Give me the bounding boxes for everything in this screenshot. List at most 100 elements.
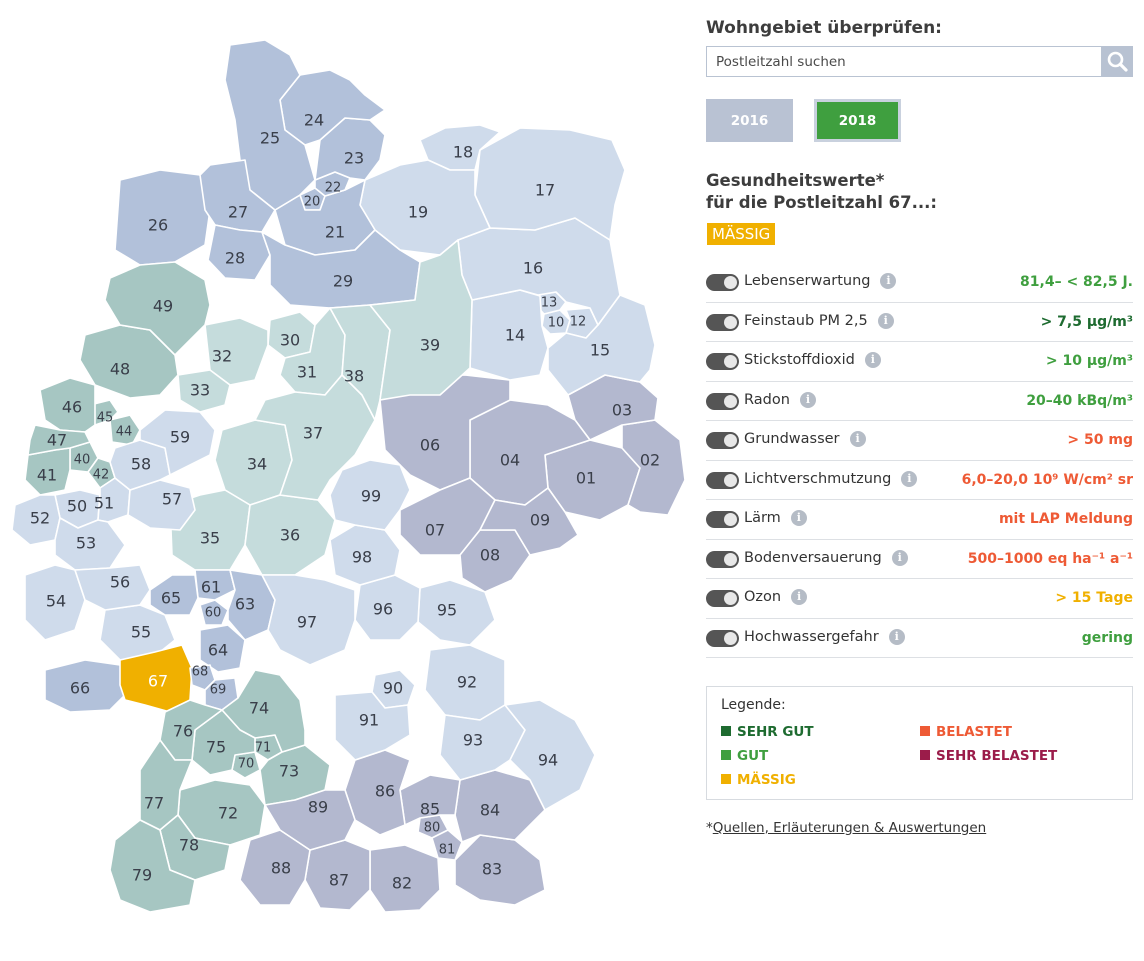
- region-26[interactable]: [114, 169, 211, 266]
- region-label-89: 89: [308, 798, 328, 817]
- metric-label: Grundwasser i: [744, 431, 866, 447]
- region-56[interactable]: [74, 564, 151, 611]
- footnote-asterisk: *: [706, 820, 713, 836]
- region-09[interactable]: [479, 487, 579, 556]
- region-label-79: 79: [132, 866, 152, 885]
- metric-label: Feinstaub PM 2,5 i: [744, 312, 894, 329]
- metric-row: Ozon i > 15 Tage: [706, 579, 1133, 619]
- region-89[interactable]: [264, 789, 356, 851]
- region-label-02: 02: [640, 451, 660, 470]
- metric-toggle[interactable]: [706, 550, 739, 568]
- region-39[interactable]: [369, 239, 473, 401]
- metric-value: 81,4– < 82,5 J.: [1020, 274, 1133, 290]
- legend-swatch: [920, 750, 930, 760]
- region-94[interactable]: [504, 699, 596, 811]
- region-85[interactable]: [399, 774, 461, 826]
- region-label-53: 53: [76, 534, 96, 553]
- region-label-69: 69: [210, 683, 227, 698]
- info-icon[interactable]: i: [864, 352, 881, 368]
- info-icon[interactable]: i: [880, 273, 897, 289]
- region-65[interactable]: [149, 574, 199, 616]
- metric-toggle[interactable]: [706, 353, 739, 370]
- region-91[interactable]: [334, 691, 411, 761]
- legend-swatch: [721, 774, 731, 784]
- region-label-51: 51: [94, 494, 114, 513]
- region-28[interactable]: [207, 224, 271, 281]
- region-25[interactable]: [224, 39, 316, 211]
- region-02[interactable]: [621, 419, 686, 516]
- region-66[interactable]: [44, 659, 131, 713]
- info-icon[interactable]: i: [790, 510, 807, 526]
- region-44[interactable]: [109, 414, 141, 446]
- info-icon[interactable]: i: [891, 549, 908, 566]
- region-33[interactable]: [177, 369, 231, 413]
- year-2018-button[interactable]: 2018: [814, 99, 901, 142]
- sources-link[interactable]: Quellen, Erläuterungen & Auswertungen: [712, 820, 987, 836]
- metric-toggle[interactable]: [706, 471, 739, 489]
- region-15[interactable]: [547, 294, 656, 396]
- region-97[interactable]: [261, 574, 356, 666]
- region-84[interactable]: [454, 769, 546, 843]
- region-label-01: 01: [576, 469, 596, 488]
- region-label-48: 48: [110, 360, 130, 379]
- region-82[interactable]: [369, 844, 441, 913]
- region-96[interactable]: [354, 574, 421, 641]
- region-label-81: 81: [439, 843, 456, 858]
- region-59[interactable]: [139, 409, 216, 476]
- metric-toggle[interactable]: [706, 392, 739, 410]
- region-99[interactable]: [329, 459, 411, 531]
- region-label-80: 80: [424, 821, 441, 836]
- region-47[interactable]: [27, 424, 91, 456]
- metric-label-text: Lichtverschmutzung: [744, 470, 892, 487]
- region-75[interactable]: [191, 709, 256, 776]
- metric-value: > 7,5 µg/m³: [1040, 313, 1133, 330]
- info-icon[interactable]: i: [901, 470, 918, 487]
- metric-label: Lichtverschmutzung i: [744, 470, 918, 487]
- region-46[interactable]: [39, 377, 96, 433]
- info-icon[interactable]: i: [791, 589, 808, 605]
- region-95[interactable]: [417, 579, 496, 646]
- region-label-72: 72: [218, 804, 238, 823]
- region-label-35: 35: [200, 529, 220, 548]
- region-57[interactable]: [127, 479, 196, 531]
- metric-label-text: Lebenserwartung: [744, 273, 871, 289]
- info-icon[interactable]: i: [849, 431, 866, 447]
- region-81[interactable]: [431, 829, 463, 861]
- metric-toggle[interactable]: [706, 274, 739, 291]
- region-label-44: 44: [116, 425, 133, 440]
- metric-value: > 15 Tage: [1055, 590, 1133, 606]
- postcode-search-input[interactable]: [706, 46, 1102, 77]
- region-54[interactable]: [24, 564, 86, 641]
- region-64[interactable]: [199, 624, 246, 673]
- metric-toggle[interactable]: [706, 511, 739, 528]
- region-label-75: 75: [206, 738, 226, 757]
- region-label-24: 24: [304, 111, 324, 130]
- info-icon[interactable]: i: [877, 312, 894, 329]
- region-79[interactable]: [109, 819, 196, 913]
- year-2016-button[interactable]: 2016: [706, 99, 793, 142]
- region-label-29: 29: [333, 272, 353, 291]
- info-icon[interactable]: i: [799, 391, 816, 408]
- metric-toggle[interactable]: [706, 432, 739, 449]
- metric-row: Lebenserwartung i 81,4– < 82,5 J.: [706, 263, 1133, 303]
- search-icon: [1107, 51, 1128, 72]
- metric-row: Lärm i mit LAP Meldung: [706, 500, 1133, 540]
- region-49[interactable]: [104, 261, 211, 356]
- region-label-70: 70: [238, 757, 255, 772]
- metric-label: Radon i: [744, 391, 816, 408]
- region-label-46: 46: [62, 398, 82, 417]
- metric-toggle[interactable]: [706, 590, 739, 607]
- metric-toggle[interactable]: [706, 313, 739, 331]
- metric-label-text: Feinstaub PM 2,5: [744, 312, 868, 329]
- region-53[interactable]: [54, 517, 126, 571]
- region-87[interactable]: [304, 839, 371, 911]
- metric-label: Stickstoffdioxid i: [744, 352, 881, 368]
- metric-toggle[interactable]: [706, 629, 739, 647]
- region-label-76: 76: [173, 722, 193, 741]
- info-icon[interactable]: i: [888, 628, 905, 645]
- region-60[interactable]: [199, 599, 229, 626]
- metric-row: Hochwassergefahr i gering: [706, 619, 1133, 658]
- region-label-36: 36: [280, 526, 300, 545]
- search-button[interactable]: [1102, 46, 1133, 77]
- region-label-26: 26: [148, 216, 168, 235]
